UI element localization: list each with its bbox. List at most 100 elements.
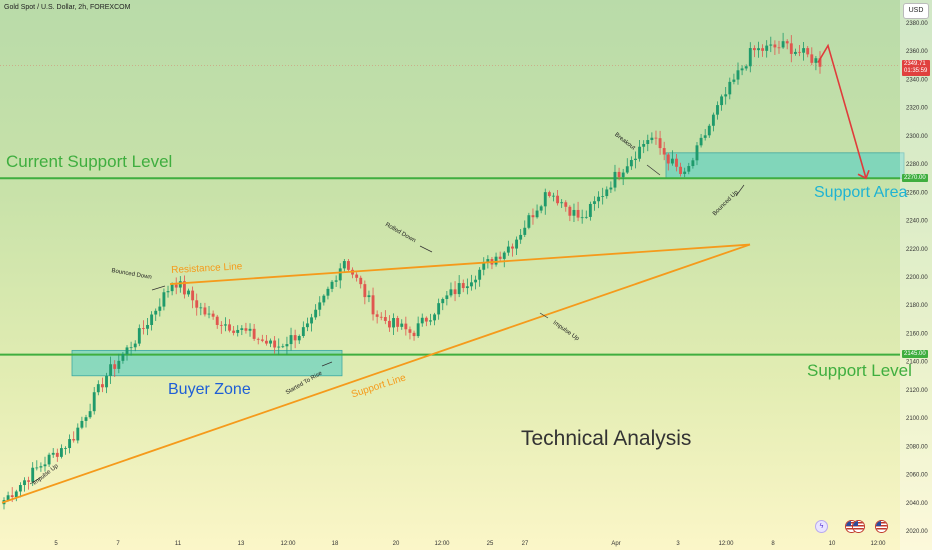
candle-body: [449, 289, 453, 296]
candle-body: [219, 324, 223, 326]
candle-body: [375, 314, 379, 317]
candle-body: [748, 48, 752, 67]
y-tick-label: 2140.00: [906, 360, 928, 366]
candle-body: [281, 346, 285, 348]
currency-button[interactable]: USD: [903, 3, 929, 19]
candle-body: [556, 195, 560, 204]
x-tick-label: 10: [829, 541, 836, 547]
candle-body: [187, 290, 190, 295]
candle-body: [174, 284, 178, 288]
y-tick-label: 2240.00: [906, 219, 928, 225]
x-tick-label: 11: [175, 541, 182, 547]
candle-body: [465, 286, 469, 289]
y-tick-label: 2280.00: [906, 162, 928, 168]
candle-body: [293, 335, 297, 341]
annotation-pointer: [646, 164, 661, 176]
candle-body: [191, 290, 195, 301]
candle-body: [584, 216, 588, 218]
symbol-title: Gold Spot / U.S. Dollar, 2h, FOREXCOM: [4, 4, 131, 11]
y-tick-label: 2120.00: [906, 388, 928, 394]
candle-body: [18, 485, 22, 492]
candle-body: [703, 135, 707, 138]
y-tick-label: 2160.00: [906, 331, 928, 337]
us-flag-icon[interactable]: [875, 520, 888, 533]
candle-body: [342, 261, 346, 269]
candle-body: [301, 327, 305, 337]
candle-body: [711, 114, 715, 126]
candle-body: [338, 268, 342, 281]
candle-body: [793, 51, 797, 54]
support-area-label: Support Area: [814, 184, 908, 201]
candle-body: [277, 346, 281, 348]
annotation-pointer: [29, 477, 41, 485]
candle-body: [80, 420, 84, 428]
candle-body: [416, 323, 420, 337]
us-flag-icon[interactable]: [852, 520, 865, 533]
candle-body: [798, 51, 801, 53]
candle-body: [445, 295, 449, 300]
candle-body: [568, 206, 572, 216]
candle-body: [367, 295, 371, 298]
candle-body: [146, 324, 149, 329]
candle-body: [129, 347, 133, 349]
candle-body: [580, 217, 584, 219]
candle-body: [59, 448, 63, 457]
candle-body: [72, 439, 76, 441]
candle-body: [404, 323, 408, 330]
candle-body: [228, 324, 231, 331]
annotation-pointer: [419, 245, 433, 253]
x-tick-label: 12:00: [434, 541, 450, 547]
candle-body: [457, 283, 461, 295]
y-tick-label: 2200.00: [906, 275, 928, 281]
candle-body: [51, 452, 55, 455]
projection-arrow: [817, 43, 867, 179]
candle-body: [806, 48, 810, 55]
candle-body: [170, 284, 174, 292]
candle-body: [707, 125, 711, 136]
candle-body: [150, 314, 154, 325]
candle-body: [728, 81, 732, 95]
candle-body: [634, 158, 637, 161]
candle-body: [527, 215, 531, 228]
candle-body: [625, 166, 629, 173]
candle-body: [461, 283, 465, 289]
candle-body: [588, 203, 592, 217]
candle-body: [609, 187, 613, 190]
candle-body: [215, 316, 219, 325]
candle-body: [543, 192, 547, 207]
candle-body: [781, 41, 785, 48]
candle-body: [35, 467, 39, 469]
candle-body: [716, 105, 719, 115]
candle-body: [597, 196, 601, 202]
candle-body: [498, 256, 502, 259]
projection-arrow-head: [857, 169, 870, 180]
candle-body: [363, 284, 367, 298]
candle-body: [109, 364, 113, 376]
candle-body: [773, 44, 777, 48]
candle-body: [720, 96, 724, 106]
candle-body: [207, 313, 211, 315]
candle-body: [117, 360, 121, 369]
candle-body: [392, 318, 395, 328]
candle-body: [601, 196, 605, 197]
candle-body: [691, 160, 695, 167]
candle-body: [137, 328, 141, 344]
candle-body: [482, 262, 486, 270]
candle-body: [158, 306, 162, 311]
levels-layer: [0, 65, 900, 356]
candle-body: [260, 339, 264, 341]
candle-body: [39, 466, 43, 468]
candle-body: [27, 480, 31, 482]
lightning-icon[interactable]: ϟ: [815, 520, 828, 533]
candle-body: [125, 347, 129, 355]
annotation-arrows-layer: [29, 43, 870, 485]
candle-body: [613, 171, 617, 188]
candle-body: [14, 491, 18, 498]
candle-body: [621, 172, 625, 178]
candle-body: [297, 336, 301, 341]
candle-body: [113, 364, 117, 369]
trendlines-layer: [1, 243, 751, 504]
candle-body: [182, 281, 186, 295]
candle-body: [96, 384, 100, 393]
